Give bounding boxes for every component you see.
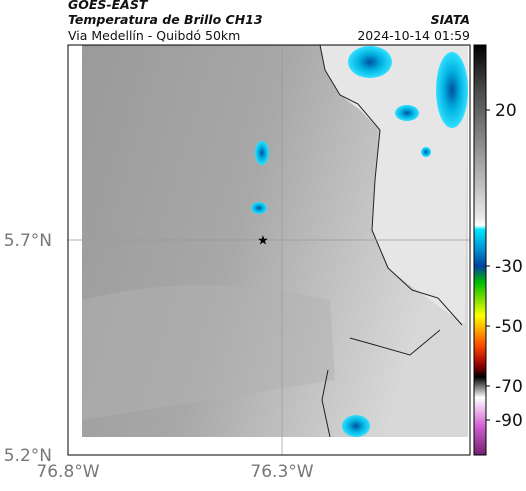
region: Via Medellín - Quibdó 50km [68, 28, 240, 43]
cold-cloud [342, 415, 370, 437]
cold-cloud [421, 147, 431, 157]
colorbar-label: -70 [495, 377, 523, 397]
colorbar-label: -50 [495, 317, 523, 337]
frame [67, 44, 471, 456]
colorbar-scale [473, 44, 487, 456]
org: SIATA [431, 12, 470, 27]
x-label: 76.3°W [250, 462, 313, 482]
cold-cloud [395, 105, 419, 121]
x-label: 76.8°W [36, 462, 99, 482]
cold-cloud [348, 46, 392, 78]
title: Temperatura de Brillo CH13 [68, 12, 263, 27]
source: GOES-EAST [68, 0, 149, 12]
cold-cloud [251, 202, 267, 214]
colorbar-label: -90 [495, 411, 523, 431]
cold-cloud [436, 52, 468, 128]
header: GOES-EAST Temperatura de Brillo CH13 Via… [68, 0, 470, 43]
colorbar-label: 20 [495, 101, 517, 121]
datetime: 2024-10-14 01:59 [357, 28, 470, 43]
location-star: ★ [257, 234, 269, 249]
y-label: 5.7°N [4, 231, 52, 251]
border [319, 44, 463, 438]
map: ★ 76.8°W 76.3°W 5.7°N 5.2°N [4, 44, 471, 482]
cloud-texture [82, 285, 335, 420]
y-label: 5.2°N [4, 446, 52, 466]
colorbar: 20 -30 -50 -70 -90 [473, 44, 523, 456]
bright-area [320, 45, 468, 325]
colorbar-label: -30 [495, 257, 523, 277]
cold-cloud [255, 141, 269, 165]
